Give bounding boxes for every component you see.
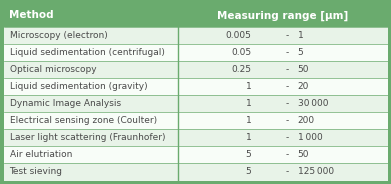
Text: 5: 5 — [298, 48, 303, 57]
Text: 1: 1 — [246, 116, 251, 125]
Text: 5: 5 — [246, 151, 251, 160]
Text: 1: 1 — [298, 31, 303, 40]
Bar — [4, 27, 387, 44]
Text: 50: 50 — [298, 151, 309, 160]
Text: 0.25: 0.25 — [231, 66, 251, 74]
Text: 1: 1 — [246, 133, 251, 142]
Text: Measuring range [μm]: Measuring range [μm] — [217, 10, 348, 21]
Text: Method: Method — [9, 10, 54, 20]
Bar — [4, 146, 387, 164]
Text: 5: 5 — [246, 167, 251, 176]
Bar — [4, 61, 387, 78]
Bar — [4, 130, 387, 146]
Text: Liquid sedimentation (centrifugal): Liquid sedimentation (centrifugal) — [9, 48, 164, 57]
Bar — [4, 3, 387, 27]
Bar — [4, 164, 387, 181]
Text: 20: 20 — [298, 82, 309, 91]
Text: Microscopy (electron): Microscopy (electron) — [9, 31, 107, 40]
Text: -: - — [285, 133, 289, 142]
Text: -: - — [285, 116, 289, 125]
Text: -: - — [285, 48, 289, 57]
Text: 125 000: 125 000 — [298, 167, 334, 176]
Bar — [4, 112, 387, 130]
Text: Electrical sensing zone (Coulter): Electrical sensing zone (Coulter) — [9, 116, 157, 125]
Bar — [4, 44, 387, 61]
Text: Laser light scattering (Fraunhofer): Laser light scattering (Fraunhofer) — [9, 133, 165, 142]
Text: -: - — [285, 151, 289, 160]
Text: -: - — [285, 31, 289, 40]
Text: Air elutriation: Air elutriation — [9, 151, 72, 160]
Text: 50: 50 — [298, 66, 309, 74]
Text: Test sieving: Test sieving — [9, 167, 63, 176]
Bar — [4, 95, 387, 112]
Text: 0.05: 0.05 — [231, 48, 251, 57]
Text: Optical microscopy: Optical microscopy — [9, 66, 96, 74]
Text: -: - — [285, 66, 289, 74]
Text: Dynamic Image Analysis: Dynamic Image Analysis — [9, 99, 121, 108]
Text: -: - — [285, 167, 289, 176]
Text: 1 000: 1 000 — [298, 133, 322, 142]
Text: -: - — [285, 99, 289, 108]
Text: -: - — [285, 82, 289, 91]
Text: Liquid sedimentation (gravity): Liquid sedimentation (gravity) — [9, 82, 147, 91]
Text: 0.005: 0.005 — [226, 31, 251, 40]
Bar — [4, 78, 387, 95]
Text: 30 000: 30 000 — [298, 99, 328, 108]
Text: 1: 1 — [246, 99, 251, 108]
Text: 200: 200 — [298, 116, 315, 125]
Text: 1: 1 — [246, 82, 251, 91]
